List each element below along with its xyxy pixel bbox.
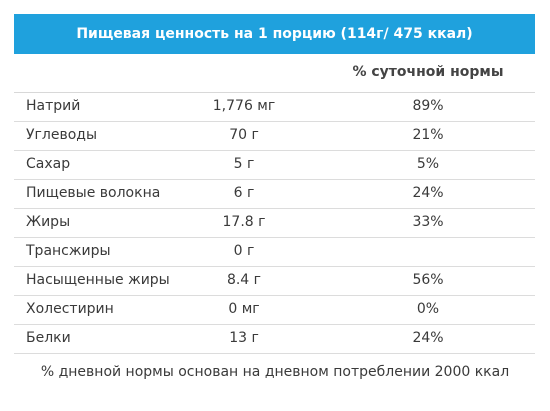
nutrient-name: Пищевые волокна — [26, 185, 161, 201]
nutrient-daily-value: 33% — [412, 214, 444, 230]
table-row: Пищевые волокна 6 г 24% — [14, 180, 535, 209]
nutrition-header: Пищевая ценность на 1 порцию (114г/ 475 … — [14, 14, 535, 54]
nutrient-daily-value: 24% — [412, 185, 444, 201]
nutrient-amount: 5 г — [233, 156, 255, 172]
table-row: Трансжиры 0 г — [14, 238, 535, 267]
daily-value-footnote: % дневной нормы основан на дневном потре… — [40, 364, 510, 380]
table-row: Холестирин 0 мг 0% — [14, 296, 535, 325]
nutrient-daily-value: 89% — [412, 98, 444, 114]
column-header-row: % суточной нормы — [14, 54, 535, 93]
nutrition-table: Пищевая ценность на 1 порцию (114г/ 475 … — [14, 14, 535, 354]
nutrient-amount: 8.4 г — [226, 272, 262, 288]
nutrient-amount: 13 г — [229, 330, 259, 346]
table-row: Белки 13 г 24% — [14, 325, 535, 354]
table-row: Углеводы 70 г 21% — [14, 122, 535, 151]
nutrient-name: Сахар — [26, 156, 71, 172]
daily-value-column-header: % суточной нормы — [352, 64, 504, 80]
nutrient-daily-value: 0% — [416, 301, 440, 317]
nutrient-name: Холестирин — [26, 301, 114, 317]
nutrient-name: Белки — [26, 330, 71, 346]
table-row: Сахар 5 г 5% — [14, 151, 535, 180]
nutrient-name: Жиры — [26, 214, 71, 230]
nutrient-amount: 17.8 г — [222, 214, 266, 230]
nutrient-name: Натрий — [26, 98, 81, 114]
table-row: Насыщенные жиры 8.4 г 56% — [14, 267, 535, 296]
nutrient-daily-value: 21% — [412, 127, 444, 143]
table-row: Натрий 1,776 мг 89% — [14, 93, 535, 122]
nutrient-amount: 0 г — [233, 243, 255, 259]
nutrient-name: Насыщенные жиры — [26, 272, 170, 288]
table-row: Жиры 17.8 г 33% — [14, 209, 535, 238]
nutrient-amount: 70 г — [229, 127, 259, 143]
nutrient-daily-value: 56% — [412, 272, 444, 288]
nutrient-daily-value: 24% — [412, 330, 444, 346]
nutrient-daily-value: 5% — [416, 156, 440, 172]
nutrient-amount: 6 г — [233, 185, 255, 201]
nutrient-amount: 1,776 мг — [212, 98, 276, 114]
nutrient-amount: 0 мг — [228, 301, 260, 317]
nutrient-name: Трансжиры — [26, 243, 111, 259]
nutrient-name: Углеводы — [26, 127, 97, 143]
